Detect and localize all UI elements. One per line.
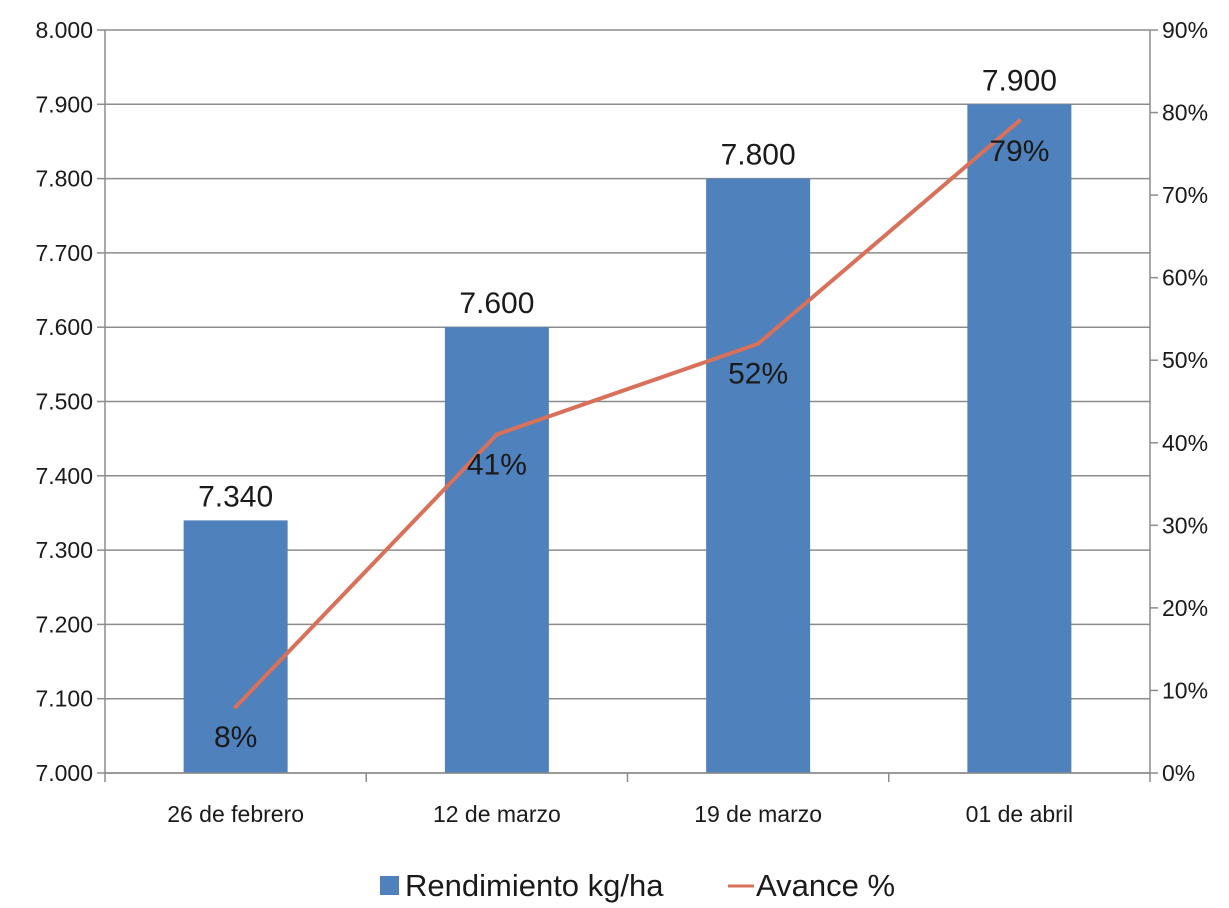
- right-tick-label: 0%: [1162, 760, 1195, 786]
- bar: [183, 520, 288, 773]
- right-tick-label: 60%: [1162, 265, 1208, 291]
- line-series: [233, 118, 1022, 709]
- left-tick-label: 7.500: [35, 389, 93, 415]
- left-tick-label: 7.400: [35, 463, 93, 489]
- right-tick-label: 80%: [1162, 100, 1208, 126]
- left-tick-label: 7.000: [35, 760, 93, 786]
- left-tick-label: 8.000: [35, 17, 93, 43]
- data-labels: 7.340 7.600 7.800 7.900 8% 41% 52% 79%: [198, 64, 1057, 754]
- bar: [706, 178, 811, 774]
- line-point: [756, 341, 761, 346]
- legend-line-label: Avance %: [756, 868, 895, 903]
- bar-value-label: 7.340: [198, 480, 273, 513]
- left-tick-label: 7.100: [35, 686, 93, 712]
- bar-value-label: 7.900: [982, 64, 1057, 97]
- right-tick-label: 50%: [1162, 347, 1208, 373]
- legend-bar-label: Rendimiento kg/ha: [405, 868, 664, 903]
- bar-series: [183, 104, 1072, 774]
- bar: [967, 104, 1072, 774]
- left-tick-label: 7.600: [35, 314, 93, 340]
- left-tick-label: 7.700: [35, 240, 93, 266]
- left-tick-label: 7.900: [35, 91, 93, 117]
- bar-value-label: 7.800: [721, 139, 796, 172]
- line-point: [233, 704, 238, 709]
- line-value-label: 52%: [728, 358, 788, 391]
- line-value-label: 41%: [467, 449, 527, 482]
- right-tick-label: 40%: [1162, 430, 1208, 456]
- line-point: [1017, 118, 1022, 123]
- right-tick-label: 70%: [1162, 182, 1208, 208]
- legend-bar-swatch: [380, 876, 399, 895]
- bar: [444, 327, 549, 773]
- category-label: 01 de abril: [966, 801, 1073, 827]
- right-tick-label: 10%: [1162, 677, 1208, 703]
- line-point: [494, 432, 499, 437]
- category-label: 26 de febrero: [167, 801, 304, 827]
- line-value-label: 79%: [989, 135, 1049, 168]
- left-tick-label: 7.300: [35, 537, 93, 563]
- legend: Rendimiento kg/ha Avance %: [380, 868, 895, 903]
- bar-value-label: 7.600: [459, 287, 534, 320]
- right-tick-label: 30%: [1162, 512, 1208, 538]
- category-label: 12 de marzo: [433, 801, 561, 827]
- right-tick-label: 20%: [1162, 595, 1208, 621]
- right-tick-label: 90%: [1162, 17, 1208, 43]
- left-tick-label: 7.200: [35, 611, 93, 637]
- category-label: 19 de marzo: [694, 801, 822, 827]
- axes: 7.000 7.100 7.200 7.300 7.400 7.500 7.600 7.700…: [35, 17, 1208, 827]
- line-value-label: 8%: [214, 721, 257, 754]
- left-tick-label: 7.800: [35, 166, 93, 192]
- line-path: [234, 119, 1021, 709]
